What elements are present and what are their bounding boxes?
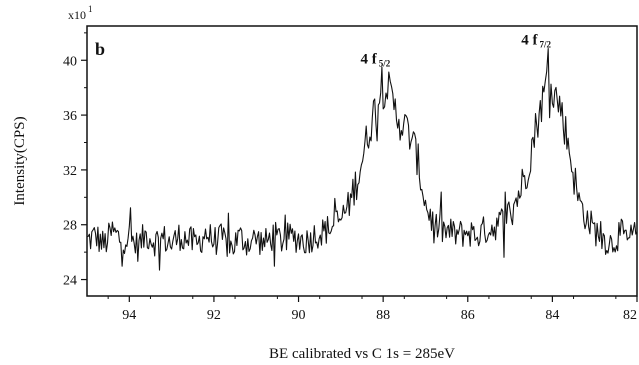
y-scale-exponent: 1 xyxy=(88,4,93,14)
y-tick-label: 40 xyxy=(63,54,77,69)
x-tick-label: 94 xyxy=(122,308,136,323)
peak-annotations: 4 f 5/2 4 f 7/2 xyxy=(361,33,552,69)
y-tick-label: 24 xyxy=(63,274,77,289)
spectrum-series-line xyxy=(86,48,638,271)
y-tick-label: 32 xyxy=(63,164,77,179)
x-axis: 94 92 90 88 86 84 82 xyxy=(107,296,638,323)
panel-label: b xyxy=(95,39,105,59)
x-tick-label: 90 xyxy=(292,308,306,323)
x-tick-label: 88 xyxy=(376,308,390,323)
y-scale-factor: x10 1 xyxy=(68,4,93,22)
y-tick-label: 28 xyxy=(63,219,77,234)
peak-label: 4 f 7/2 xyxy=(521,33,551,50)
x-axis-label: BE calibrated vs C 1s = 285eV xyxy=(269,346,455,362)
y-axis: 24 28 32 36 40 xyxy=(63,32,87,289)
peak-label: 4 f 5/2 xyxy=(361,52,391,69)
x-tick-label: 92 xyxy=(207,308,221,323)
y-scale-base: x10 xyxy=(68,8,86,22)
y-tick-label: 36 xyxy=(63,109,77,124)
x-tick-label: 82 xyxy=(623,308,637,323)
y-axis-label: Intensity(CPS) xyxy=(12,116,28,205)
x-tick-label: 84 xyxy=(545,308,559,323)
x-tick-label: 86 xyxy=(461,308,475,323)
